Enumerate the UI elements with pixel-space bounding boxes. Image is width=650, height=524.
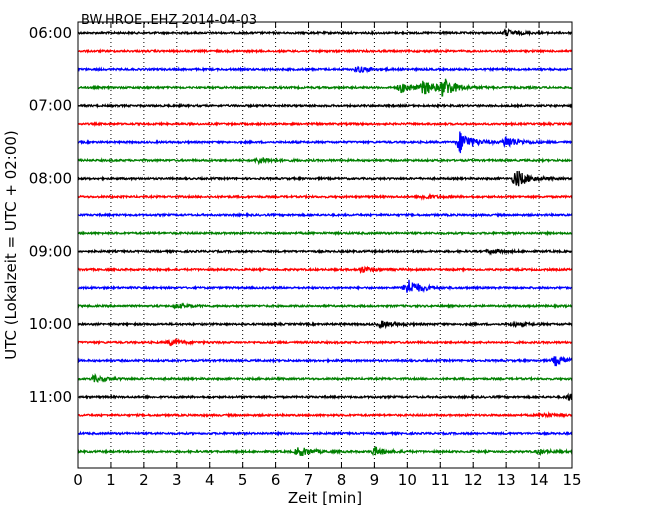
chart-title: BW.HROE..EHZ 2014-04-03 <box>81 13 257 28</box>
x-tick-label: 12 <box>464 471 483 489</box>
y-tick-label: 11:00 <box>29 388 72 406</box>
x-tick-label: 6 <box>271 471 281 489</box>
seismic-trace <box>78 214 572 216</box>
y-tick-label: 06:00 <box>29 24 72 42</box>
x-tick-label: 5 <box>238 471 248 489</box>
x-tick-label: 7 <box>304 471 314 489</box>
x-tick-label: 10 <box>398 471 417 489</box>
x-tick-label: 9 <box>370 471 380 489</box>
x-tick-label: 8 <box>337 471 347 489</box>
x-tick-label: 1 <box>106 471 116 489</box>
x-tick-label: 11 <box>431 471 450 489</box>
x-tick-label: 14 <box>530 471 549 489</box>
y-tick-label: 08:00 <box>29 170 72 188</box>
x-axis-label: Zeit [min] <box>288 489 362 507</box>
x-tick-label: 4 <box>205 471 215 489</box>
y-axis-label: UTC (Lokalzeit = UTC + 02:00) <box>2 130 20 360</box>
x-tick-label: 0 <box>73 471 83 489</box>
y-tick-label: 09:00 <box>29 242 72 260</box>
x-tick-label: 15 <box>562 471 581 489</box>
x-tick-label: 2 <box>139 471 149 489</box>
x-tick-label: 13 <box>497 471 516 489</box>
y-tick-label: 10:00 <box>29 315 72 333</box>
x-tick-label: 3 <box>172 471 182 489</box>
y-tick-label: 07:00 <box>29 97 72 115</box>
